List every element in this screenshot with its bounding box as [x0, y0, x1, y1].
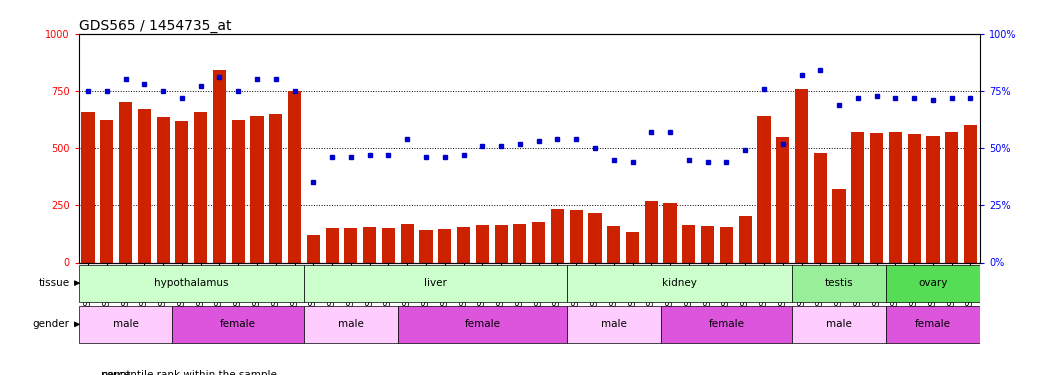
Text: male: male [601, 320, 627, 329]
Bar [832, 189, 846, 262]
Bar [945, 132, 958, 262]
Bar [964, 125, 977, 262]
Bar [288, 91, 301, 262]
Text: ovary: ovary [918, 278, 947, 288]
Bar [720, 227, 733, 262]
Text: female: female [464, 320, 500, 329]
Bar [758, 116, 770, 262]
Bar [400, 224, 414, 262]
Text: male: male [112, 320, 138, 329]
Bar [495, 225, 507, 262]
Bar [137, 109, 151, 262]
Bar [660, 306, 792, 343]
Bar [156, 117, 170, 262]
Bar [79, 306, 173, 343]
Text: female: female [915, 320, 951, 329]
Bar [777, 136, 789, 262]
Bar [886, 306, 980, 343]
Bar [307, 235, 320, 262]
Bar [813, 153, 827, 262]
Bar [119, 102, 132, 262]
Bar [567, 306, 660, 343]
Bar [663, 203, 677, 262]
Bar [173, 306, 304, 343]
Bar [795, 88, 808, 262]
Bar [588, 213, 602, 262]
Bar [889, 132, 902, 262]
Text: tissue: tissue [39, 278, 69, 288]
Bar [326, 228, 339, 262]
Bar [232, 120, 245, 262]
Text: testis: testis [825, 278, 853, 288]
Bar [194, 111, 208, 262]
Bar [363, 227, 376, 262]
Bar [269, 114, 282, 262]
Bar [851, 132, 865, 262]
Bar [476, 225, 488, 262]
Bar [551, 209, 564, 262]
Bar [82, 111, 94, 262]
Bar [213, 70, 226, 262]
Bar [457, 227, 471, 262]
Bar [398, 306, 567, 343]
Bar [101, 120, 113, 262]
Bar [175, 121, 189, 262]
Bar [792, 306, 886, 343]
Bar [567, 265, 792, 302]
Text: female: female [708, 320, 744, 329]
Text: male: male [337, 320, 364, 329]
Text: GDS565 / 1454735_at: GDS565 / 1454735_at [79, 19, 232, 33]
Bar [532, 222, 545, 262]
Text: percentile rank within the sample: percentile rank within the sample [101, 370, 277, 375]
Bar [908, 134, 921, 262]
Bar [701, 226, 714, 262]
Bar [570, 210, 583, 262]
Bar [381, 228, 395, 262]
Bar [792, 265, 886, 302]
Text: male: male [826, 320, 852, 329]
Text: count: count [101, 370, 131, 375]
Text: female: female [220, 320, 256, 329]
Text: gender: gender [32, 320, 69, 329]
Text: hypothalamus: hypothalamus [154, 278, 228, 288]
Bar [739, 216, 751, 262]
Bar [514, 224, 526, 262]
Bar [682, 225, 696, 262]
Bar [870, 133, 883, 262]
Bar [304, 265, 567, 302]
Bar [345, 228, 357, 262]
Bar [626, 232, 639, 262]
Bar [645, 201, 658, 262]
Bar [250, 116, 263, 262]
Bar [419, 231, 433, 262]
Text: kidney: kidney [662, 278, 697, 288]
Bar [304, 306, 398, 343]
Bar [607, 226, 620, 262]
Bar [438, 230, 452, 262]
Bar [926, 135, 939, 262]
Text: liver: liver [424, 278, 446, 288]
Bar [79, 265, 304, 302]
Bar [886, 265, 980, 302]
